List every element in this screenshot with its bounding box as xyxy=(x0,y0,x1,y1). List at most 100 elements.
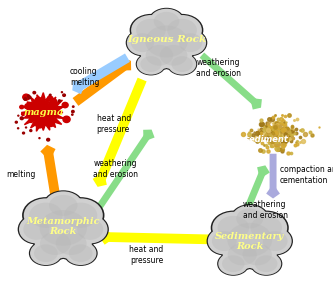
Ellipse shape xyxy=(73,215,108,243)
Ellipse shape xyxy=(72,214,109,244)
Ellipse shape xyxy=(259,228,292,255)
Ellipse shape xyxy=(155,41,192,69)
Circle shape xyxy=(35,97,42,103)
Ellipse shape xyxy=(136,18,197,65)
Ellipse shape xyxy=(33,227,78,260)
Ellipse shape xyxy=(64,202,97,228)
Text: weathering
and erosion: weathering and erosion xyxy=(243,200,288,220)
Text: sediment: sediment xyxy=(244,135,288,144)
Ellipse shape xyxy=(29,202,97,254)
Ellipse shape xyxy=(251,252,281,275)
Ellipse shape xyxy=(211,210,256,245)
Ellipse shape xyxy=(69,244,93,262)
Ellipse shape xyxy=(146,45,173,66)
Circle shape xyxy=(15,121,17,123)
Ellipse shape xyxy=(136,19,166,41)
Ellipse shape xyxy=(44,191,82,219)
Text: heat and
pressure: heat and pressure xyxy=(130,244,164,265)
Circle shape xyxy=(47,139,50,141)
Ellipse shape xyxy=(24,198,68,232)
Ellipse shape xyxy=(145,25,188,57)
Ellipse shape xyxy=(223,240,262,269)
Ellipse shape xyxy=(154,12,179,31)
Ellipse shape xyxy=(236,208,263,229)
Ellipse shape xyxy=(171,56,193,72)
Ellipse shape xyxy=(217,252,249,276)
Circle shape xyxy=(62,102,68,108)
Ellipse shape xyxy=(40,210,87,246)
Circle shape xyxy=(47,96,53,101)
Ellipse shape xyxy=(238,240,277,269)
Ellipse shape xyxy=(56,232,87,255)
Ellipse shape xyxy=(35,228,76,259)
Ellipse shape xyxy=(162,15,202,45)
Circle shape xyxy=(25,104,31,109)
Circle shape xyxy=(73,106,74,107)
Ellipse shape xyxy=(175,30,206,55)
Text: compaction and
cementation: compaction and cementation xyxy=(280,165,333,185)
Ellipse shape xyxy=(243,243,272,266)
Ellipse shape xyxy=(179,33,202,52)
Ellipse shape xyxy=(232,205,268,232)
Ellipse shape xyxy=(154,40,193,70)
Ellipse shape xyxy=(40,232,71,255)
Ellipse shape xyxy=(141,41,178,69)
Ellipse shape xyxy=(22,197,70,234)
Circle shape xyxy=(23,94,29,100)
Ellipse shape xyxy=(30,242,62,265)
Ellipse shape xyxy=(59,198,103,232)
Ellipse shape xyxy=(217,216,249,240)
Ellipse shape xyxy=(19,215,54,243)
Circle shape xyxy=(30,120,33,123)
Ellipse shape xyxy=(64,241,98,266)
Ellipse shape xyxy=(255,255,277,272)
Ellipse shape xyxy=(77,219,103,240)
Ellipse shape xyxy=(140,40,179,70)
Ellipse shape xyxy=(208,228,241,255)
Ellipse shape xyxy=(228,243,257,266)
Ellipse shape xyxy=(167,53,197,75)
Text: magma: magma xyxy=(23,108,64,117)
Ellipse shape xyxy=(257,227,293,255)
Ellipse shape xyxy=(18,214,55,244)
Circle shape xyxy=(30,130,32,131)
Ellipse shape xyxy=(49,227,93,260)
Circle shape xyxy=(49,123,53,126)
Ellipse shape xyxy=(43,190,84,221)
Text: cooling
melting: cooling melting xyxy=(70,67,99,87)
Ellipse shape xyxy=(32,204,95,252)
Circle shape xyxy=(28,96,31,99)
Circle shape xyxy=(28,95,30,97)
Circle shape xyxy=(63,116,70,123)
Circle shape xyxy=(39,138,40,139)
Ellipse shape xyxy=(51,228,92,259)
Ellipse shape xyxy=(222,255,244,272)
Ellipse shape xyxy=(160,45,187,66)
Ellipse shape xyxy=(227,223,272,257)
Circle shape xyxy=(61,92,63,93)
Text: Igneous Rock: Igneous Rock xyxy=(127,36,206,44)
Ellipse shape xyxy=(138,20,195,63)
Text: Metamorphic
Rock: Metamorphic Rock xyxy=(26,217,100,236)
Circle shape xyxy=(52,99,57,103)
Ellipse shape xyxy=(126,29,159,56)
Ellipse shape xyxy=(212,212,254,244)
Ellipse shape xyxy=(137,54,165,75)
Circle shape xyxy=(36,121,44,128)
Ellipse shape xyxy=(57,197,105,234)
Circle shape xyxy=(23,132,25,134)
Ellipse shape xyxy=(250,216,282,240)
Circle shape xyxy=(24,98,27,100)
Text: heat and
pressure: heat and pressure xyxy=(97,114,131,134)
Ellipse shape xyxy=(263,231,288,251)
Circle shape xyxy=(27,105,32,110)
Ellipse shape xyxy=(23,219,49,240)
Ellipse shape xyxy=(140,56,162,72)
Polygon shape xyxy=(21,93,64,131)
Ellipse shape xyxy=(131,15,171,45)
Ellipse shape xyxy=(236,239,278,270)
Text: weathering
and erosion: weathering and erosion xyxy=(93,159,138,179)
Circle shape xyxy=(20,105,24,109)
Ellipse shape xyxy=(206,227,242,255)
Ellipse shape xyxy=(244,210,289,245)
